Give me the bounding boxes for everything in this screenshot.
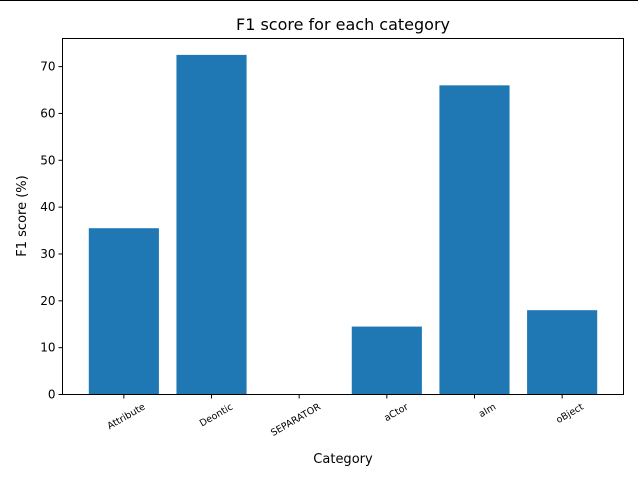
- bar-aim: [439, 85, 510, 395]
- bar-object: [527, 310, 598, 395]
- y-axis-ticks: 0 10 20 30 40 50 60 70: [40, 60, 63, 402]
- y-tick-label: 60: [40, 106, 55, 120]
- x-tick-label: Deontic: [198, 402, 235, 430]
- y-tick-label: 40: [40, 200, 55, 214]
- y-tick-label: 70: [40, 60, 55, 74]
- y-tick-label: 0: [48, 388, 56, 402]
- x-axis-label: Category: [313, 452, 373, 467]
- x-tick-label: Attribute: [106, 401, 148, 432]
- bars-group: [88, 54, 598, 395]
- x-tick-label: oBject: [554, 401, 586, 426]
- plot-frame: [62, 38, 624, 395]
- y-tick-label: 50: [40, 153, 55, 167]
- x-tick-label: SEPARATOR: [269, 401, 323, 438]
- top-border-line: [0, 0, 638, 1]
- bar-attribute: [88, 228, 159, 395]
- x-axis-ticks: Attribute Deontic SEPARATOR aCtor aIm oBject: [106, 394, 586, 439]
- chart-title: F1 score for each category: [236, 15, 450, 34]
- y-tick-label: 30: [40, 247, 55, 261]
- bar-actor: [351, 326, 422, 395]
- y-axis-label: F1 score (%): [15, 175, 30, 256]
- bar-deontic: [176, 54, 247, 395]
- y-tick-label: 10: [40, 341, 55, 355]
- y-tick-label: 20: [40, 294, 55, 308]
- x-tick-label: aCtor: [382, 402, 410, 425]
- x-tick-label: aIm: [477, 402, 498, 420]
